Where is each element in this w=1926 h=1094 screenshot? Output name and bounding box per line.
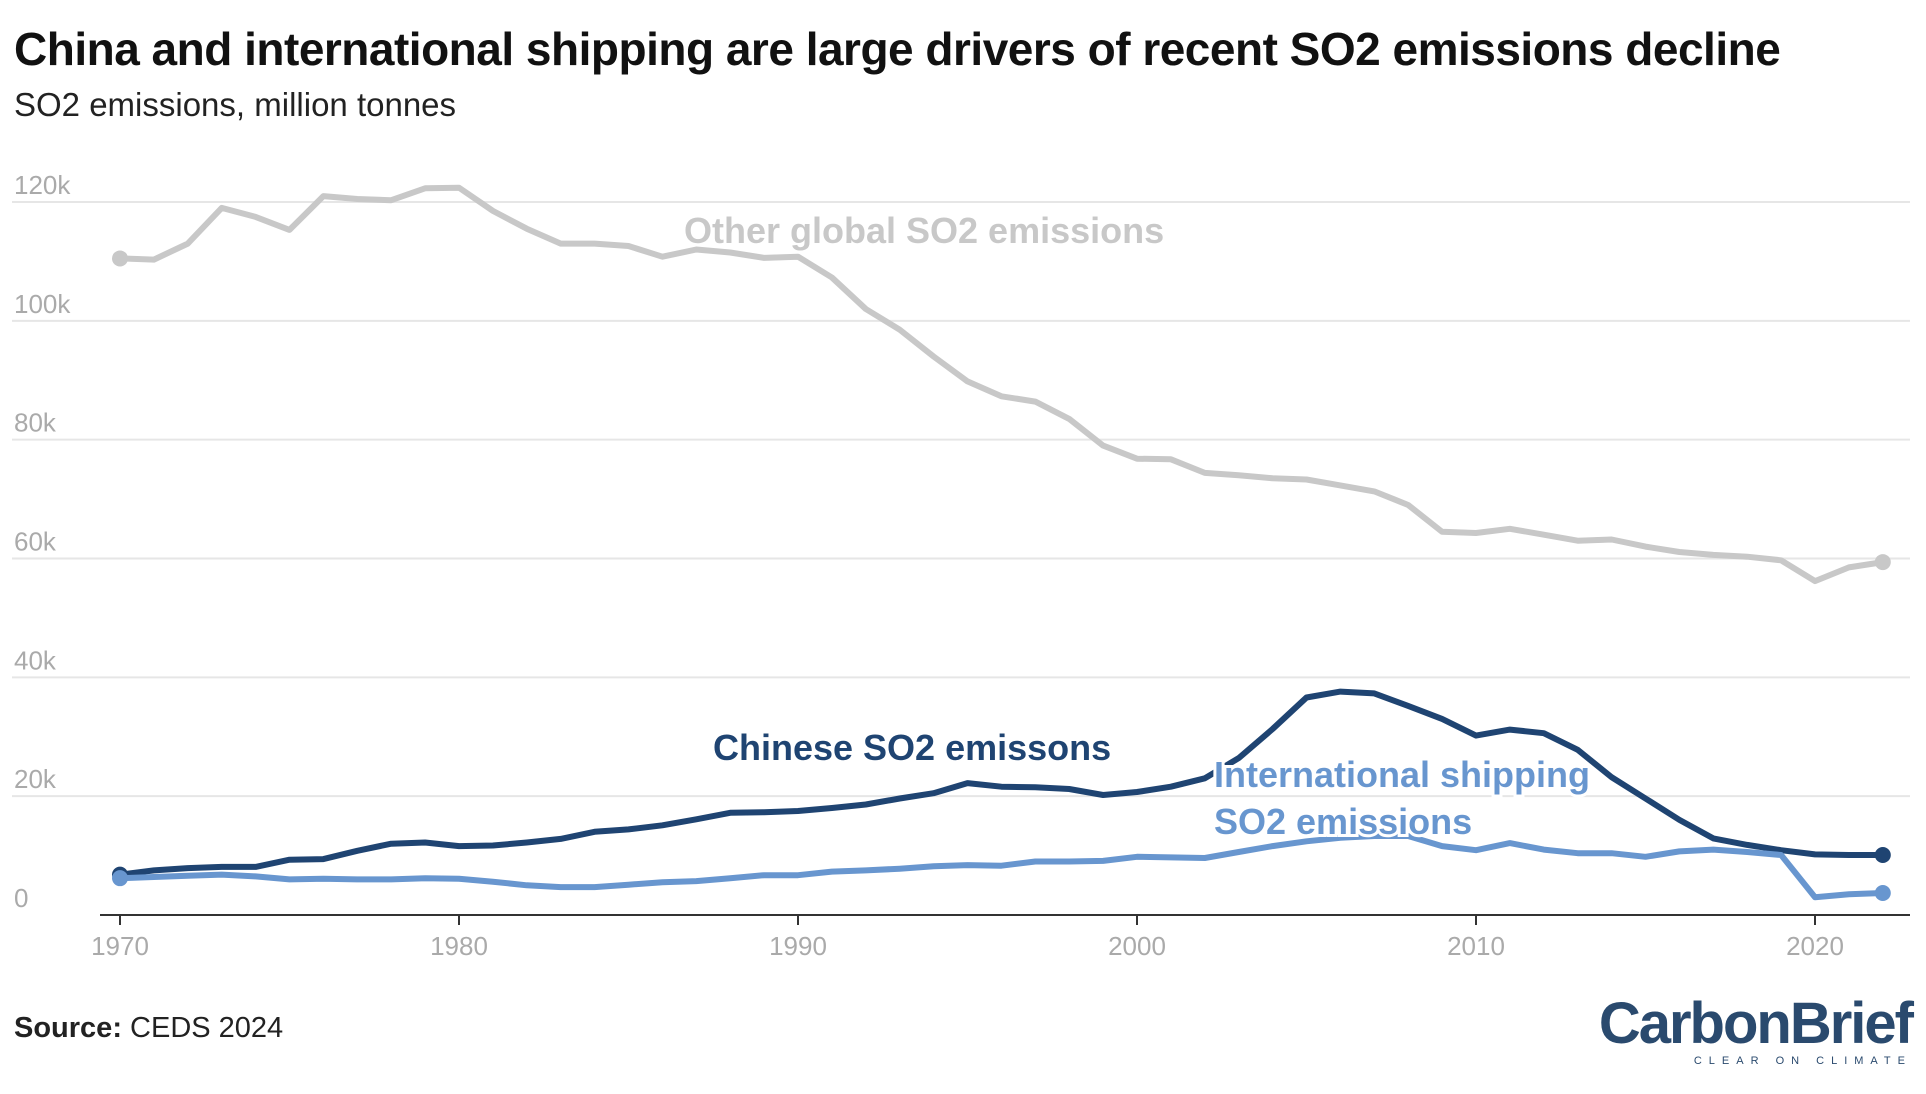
- logo-tagline: CLEAR ON CLIMATE: [1693, 1055, 1912, 1067]
- series-line-2: [119, 833, 1883, 901]
- x-tick-label: 1970: [91, 931, 149, 961]
- y-tick-label: 120k: [14, 170, 71, 200]
- line-chart: 0 20k 40k 60k 80k 100k 120k 1970 1980 1990 2000 20…: [12, 170, 1910, 961]
- series-end-point: [1874, 846, 1891, 863]
- x-tick-label: 2020: [1786, 931, 1844, 961]
- chart-subtitle: SO2 emissions, million tonnes: [14, 86, 457, 123]
- x-tick-label: 1990: [769, 931, 827, 961]
- y-tick-label: 80k: [14, 408, 57, 438]
- y-tick-label: 0: [14, 883, 28, 913]
- series-end-point: [1874, 885, 1891, 902]
- x-tick-label: 2010: [1447, 931, 1505, 961]
- carbonbrief-logo: CarbonBrief CLEAR ON CLIMATE: [1598, 991, 1914, 1068]
- x-tick-label: 1980: [430, 931, 488, 961]
- label-shipping-line2: SO2 emissions: [1214, 801, 1472, 842]
- y-tick-label: 20k: [14, 764, 57, 794]
- y-axis-ticks: 0 20k 40k 60k 80k 100k 120k: [14, 170, 71, 913]
- chart-title: China and international shipping are lar…: [14, 23, 1781, 75]
- y-tick-label: 60k: [14, 527, 57, 557]
- series-line-0: [119, 184, 1884, 585]
- gridlines: [12, 201, 1910, 798]
- series-start-point: [112, 870, 128, 887]
- x-axis-ticks: 1970 1980 1990 2000 2010 2020: [91, 914, 1910, 961]
- label-shipping-line1: International shipping: [1214, 754, 1590, 795]
- label-chinese: Chinese SO2 emissons: [713, 727, 1111, 768]
- source-text: CEDS 2024: [130, 1012, 284, 1044]
- series-lines: [112, 184, 1891, 902]
- label-other-global: Other global SO2 emissions: [684, 210, 1164, 251]
- x-tick-label: 2000: [1108, 931, 1166, 961]
- series-end-point: [1874, 554, 1891, 571]
- y-tick-label: 100k: [14, 289, 71, 319]
- source-label: Source:: [14, 1012, 122, 1044]
- y-tick-label: 40k: [14, 645, 57, 675]
- series-line-1: [119, 688, 1883, 878]
- logo-name: CarbonBrief: [1598, 991, 1914, 1056]
- source-note: Source: CEDS 2024: [14, 1012, 283, 1045]
- series-start-point: [112, 250, 128, 267]
